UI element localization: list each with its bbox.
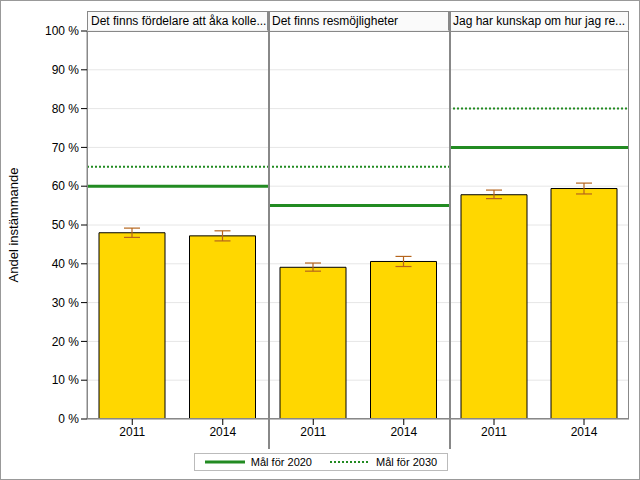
svg-text:100 %: 100 % bbox=[45, 24, 79, 38]
html-text:Det finns resmöjligheter: Det finns resmöjligheter bbox=[272, 14, 399, 28]
svg-text:70 %: 70 % bbox=[52, 141, 80, 155]
svg-text:2011: 2011 bbox=[481, 425, 507, 439]
svg-text:2011: 2011 bbox=[119, 425, 145, 439]
svg-text:80 %: 80 % bbox=[52, 102, 80, 116]
html-text:Det finns fördelare att åka ko: Det finns fördelare att åka kolle... bbox=[91, 14, 267, 28]
svg-text:60 %: 60 % bbox=[52, 179, 80, 193]
svg-text:2014: 2014 bbox=[209, 425, 236, 439]
svg-text:20 %: 20 % bbox=[52, 335, 80, 349]
svg-text:90 %: 90 % bbox=[52, 63, 80, 77]
svg-text:2014: 2014 bbox=[571, 425, 598, 439]
svg-text:2011: 2011 bbox=[300, 425, 326, 439]
svg-text:50 %: 50 % bbox=[52, 218, 80, 232]
html-text:Jag har kunskap om hur jag re.: Jag har kunskap om hur jag re... bbox=[453, 14, 626, 28]
svg-text:2014: 2014 bbox=[390, 425, 417, 439]
svg-text:40 %: 40 % bbox=[52, 257, 80, 271]
svg-text:30 %: 30 % bbox=[52, 296, 80, 310]
svg-text:Andel instämmande: Andel instämmande bbox=[8, 168, 21, 283]
html-text:Mål för 2020: Mål för 2020 bbox=[250, 456, 312, 468]
svg-text:10 %: 10 % bbox=[52, 373, 80, 387]
svg-text:0 %: 0 % bbox=[58, 412, 79, 426]
html-text:Mål för 2030: Mål för 2030 bbox=[376, 456, 438, 468]
